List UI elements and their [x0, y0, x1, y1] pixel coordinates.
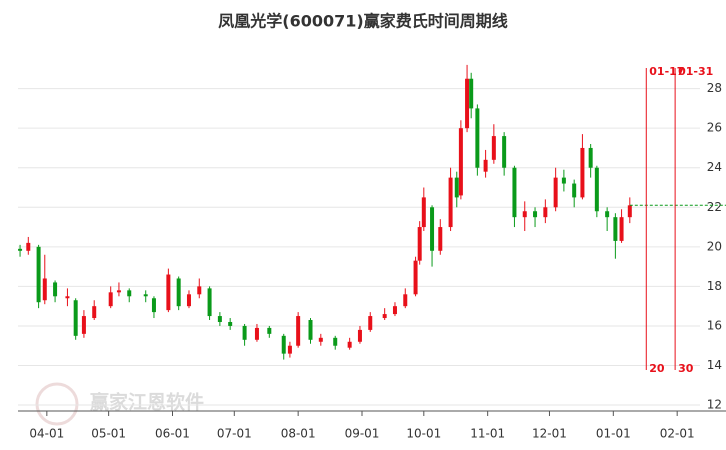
candle-body — [53, 282, 58, 297]
candle-body — [605, 211, 610, 218]
candle-body — [413, 260, 418, 295]
candle-body — [333, 337, 338, 346]
candle-body — [166, 274, 171, 311]
candle-body — [287, 345, 292, 354]
candle-body — [267, 327, 272, 334]
y-tick-label: 28 — [707, 81, 722, 95]
x-tick-label: 02-01 — [660, 427, 695, 441]
candle-body — [36, 246, 41, 303]
x-tick-label: 07-01 — [217, 427, 252, 441]
y-tick-label: 26 — [707, 121, 722, 135]
candle-body — [430, 207, 435, 251]
x-tick-label: 11-01 — [470, 427, 505, 441]
candle-body — [186, 294, 191, 307]
candle-body — [242, 325, 247, 340]
candle-body — [458, 128, 463, 196]
cycle-count-label: 20 — [649, 362, 665, 375]
candle-body — [553, 177, 558, 208]
y-tick-label: 18 — [707, 279, 722, 293]
candle-body — [475, 108, 480, 168]
candle-body — [347, 341, 352, 348]
watermark: 赢家江恩软件 — [35, 382, 204, 426]
candle-body — [318, 337, 323, 342]
x-tick-label: 01-01 — [596, 427, 631, 441]
candle-body — [392, 306, 397, 315]
candle-body — [572, 183, 577, 198]
candles — [18, 64, 632, 360]
x-tick-label: 05-01 — [91, 427, 126, 441]
x-tick-label: 04-01 — [29, 427, 64, 441]
candle-body — [357, 329, 362, 342]
candle-body — [18, 248, 23, 251]
candle-body — [73, 300, 78, 336]
y-tick-label: 16 — [707, 318, 722, 332]
candle-body — [127, 290, 132, 297]
candle-body — [454, 177, 459, 198]
candle-body — [403, 294, 408, 307]
watermark-logo — [35, 382, 79, 426]
cycle-date-label: 01-17 — [649, 65, 684, 78]
candle-body — [65, 296, 70, 299]
candle-body — [176, 278, 181, 307]
candle-body — [308, 320, 313, 340]
y-tick-label: 24 — [707, 160, 722, 174]
candle-body — [81, 316, 86, 334]
x-tick-label: 06-01 — [155, 427, 190, 441]
candle-body — [417, 227, 422, 261]
candle-body — [26, 242, 31, 251]
candle-body — [561, 177, 566, 184]
candle-body — [448, 177, 453, 228]
candle-body — [594, 167, 599, 212]
x-tick-label: 10-01 — [406, 427, 441, 441]
candle-body — [533, 211, 538, 218]
chart-title: 凤凰光学(600071)赢家费氏时间周期线 — [218, 12, 507, 31]
candle-body — [143, 294, 148, 297]
candle-body — [151, 298, 156, 313]
candle-body — [42, 278, 47, 301]
candle-body — [522, 211, 527, 218]
candle-body — [512, 167, 517, 218]
candle-body — [228, 321, 233, 326]
x-tick-label: 12-01 — [532, 427, 567, 441]
cycle-count-label: 30 — [678, 362, 694, 375]
candle-body — [619, 217, 624, 241]
candle-body — [543, 207, 548, 218]
candle-body — [465, 78, 470, 129]
candle-body — [491, 136, 496, 160]
candle-body — [627, 205, 632, 218]
candle-body — [108, 292, 113, 307]
candle-body — [382, 314, 387, 319]
candle-body — [502, 136, 507, 168]
cycle-date-label: 01-31 — [678, 65, 713, 78]
y-tick-label: 14 — [707, 358, 722, 372]
watermark-text: 赢家江恩软件 — [90, 391, 204, 414]
candle-body — [217, 316, 222, 322]
candle-body — [281, 335, 286, 354]
x-tick-label: 08-01 — [281, 427, 316, 441]
candle-body — [580, 147, 585, 198]
candle-body — [207, 288, 212, 317]
candle-body — [368, 316, 373, 330]
candle-body — [197, 286, 202, 295]
candle-body — [483, 159, 488, 172]
candle-body — [296, 316, 301, 346]
candle-body — [92, 306, 97, 319]
candle-body — [588, 147, 593, 168]
x-tick-label: 09-01 — [345, 427, 380, 441]
y-tick-label: 20 — [707, 239, 722, 253]
candle-body — [421, 197, 426, 228]
candle-body — [116, 290, 121, 293]
y-tick-label: 22 — [707, 200, 722, 214]
candle-body — [613, 217, 618, 241]
candle-body — [438, 227, 443, 251]
y-tick-label: 12 — [707, 398, 722, 412]
candle-body — [469, 78, 474, 109]
candle-body — [254, 327, 259, 340]
